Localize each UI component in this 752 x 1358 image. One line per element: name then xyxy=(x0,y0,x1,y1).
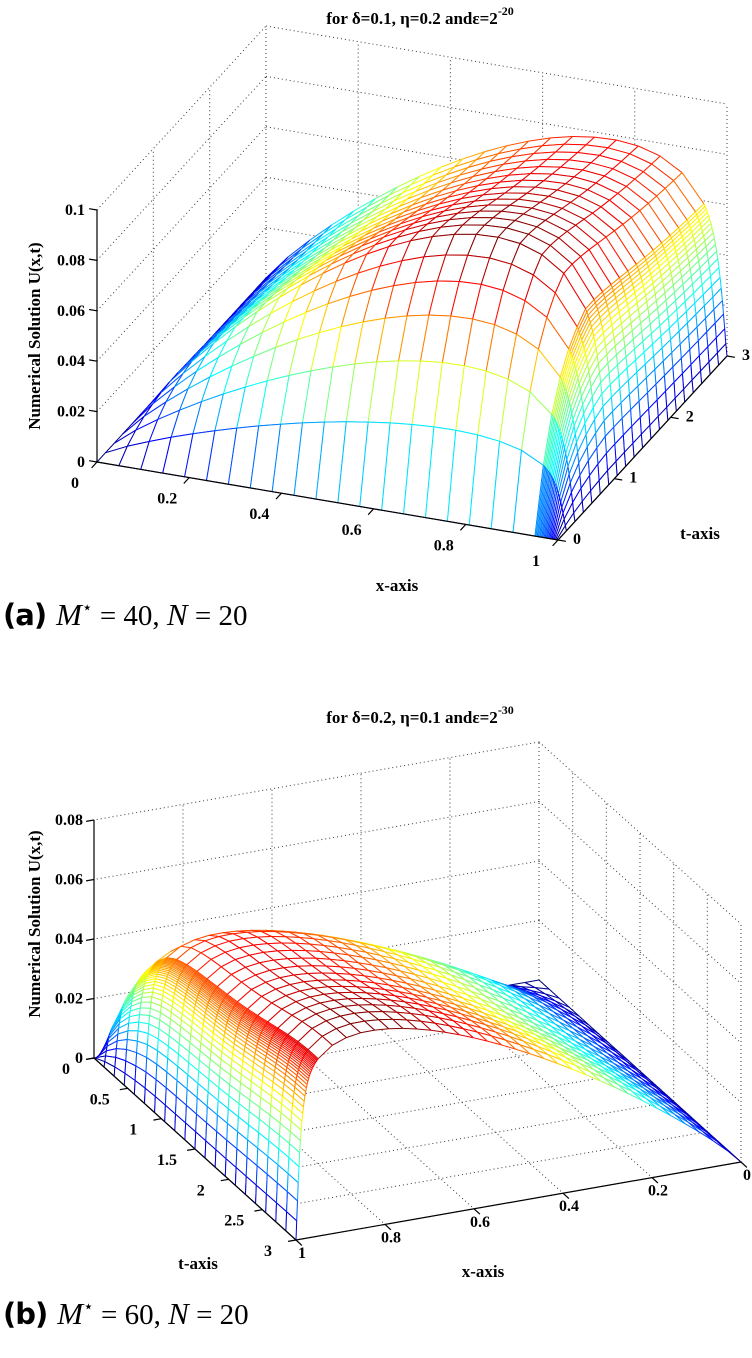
plot-b-t-tick-label: 0 xyxy=(62,1061,70,1078)
caption-b-m-symbol: M xyxy=(57,1296,84,1331)
plot-b-x-tick-label: 0.2 xyxy=(648,1183,668,1200)
caption-b-label: (b) xyxy=(3,1297,48,1331)
caption-a-label: (a) xyxy=(3,598,47,632)
plot-a-title: for δ=0.1, η=0.2 andε=2-20 xyxy=(326,4,514,28)
plot-a-t-tick-label: 1 xyxy=(629,470,637,487)
plot-a-x-tick-label: 0 xyxy=(71,475,79,492)
caption-b-m-value: = 60, xyxy=(93,1299,169,1331)
caption-a-star-icon: ⋆ xyxy=(81,598,93,617)
plot-a-axes: 0 0.2 0.4 0.6 0.8 1 0 1 2 3 0 0.02 0.04 0.06 0.08 0.1 xyxy=(57,202,750,570)
plot-a-z-tick-label: 0.08 xyxy=(57,252,85,269)
plot-b-t-tick-label: 2 xyxy=(197,1182,205,1199)
caption-b-star-icon: ⋆ xyxy=(83,1297,94,1316)
plot-a: 0 0.2 0.4 0.6 0.8 1 0 1 2 3 0 0.02 0.04 0.06 0.08 0.1 x-… xyxy=(25,4,750,595)
plot-b-z-tick-label: 0 xyxy=(75,1050,83,1067)
plot-a-z-axis-label: Numerical Solution U(x,t) xyxy=(25,242,44,429)
plot-b-axes: 0 0.2 0.4 0.6 0.8 1 0 0.5 1 1.5 2 2.5 3 0 0.02 0.04 0.06… xyxy=(55,812,751,1262)
plot-a-t-tick-label: 3 xyxy=(742,347,750,364)
plot-a-x-tick-label: 1 xyxy=(532,553,540,570)
plot-a-t-tick-label: 0 xyxy=(573,531,581,548)
plot-a-z-tick-label: 0.04 xyxy=(57,353,85,370)
plot-a-t-axis-label: t-axis xyxy=(680,524,720,543)
plot-b-t-tick-label: 1.5 xyxy=(157,1152,177,1169)
caption-a-n-symbol: N xyxy=(166,597,188,632)
plot-a-z-tick-label: 0 xyxy=(77,454,85,471)
plot-a-surface-mesh xyxy=(96,136,728,541)
plot-a-x-tick-label: 0.4 xyxy=(249,506,269,523)
plot-b-x-tick-label: 0 xyxy=(743,1167,751,1184)
plot-b-t-tick-label: 2.5 xyxy=(224,1213,244,1230)
plot-a-t-tick-label: 2 xyxy=(686,408,694,425)
plot-b-z-tick-label: 0.04 xyxy=(55,931,83,948)
plot-a-x-tick-label: 0.2 xyxy=(157,491,177,508)
plot-b-t-tick-label: 3 xyxy=(264,1243,272,1260)
plot-b-x-tick-label: 0.6 xyxy=(470,1214,490,1231)
plot-b-z-tick-label: 0.06 xyxy=(55,872,83,889)
plot-a-x-tick-label: 0.6 xyxy=(342,522,362,539)
caption-b: (b) M⋆ = 60, N = 20 xyxy=(3,1296,249,1332)
plot-b-t-tick-label: 1 xyxy=(129,1122,137,1139)
plot-a-z-tick-label: 0.02 xyxy=(57,404,85,421)
plot-a-x-tick-label: 0.8 xyxy=(434,537,454,554)
plot-a-z-tick-label: 0.06 xyxy=(57,303,85,320)
plot-b-z-tick-label: 0.02 xyxy=(55,991,83,1008)
plot-b-t-axis-label: t-axis xyxy=(178,1254,218,1273)
caption-a: (a) M⋆ = 40, N = 20 xyxy=(3,597,247,633)
plot-a-x-axis-label: x-axis xyxy=(376,576,419,595)
caption-a-n-value: = 20 xyxy=(187,600,248,632)
plot-a-z-tick-label: 0.1 xyxy=(65,202,85,219)
plot-b-x-tick-label: 0.8 xyxy=(381,1229,401,1246)
caption-a-m-symbol: M xyxy=(56,597,82,632)
plot-b: 0 0.2 0.4 0.6 0.8 1 0 0.5 1 1.5 2 2.5 3 0 0.02 0.04 0.06… xyxy=(25,703,751,1281)
plot-b-title: for δ=0.2, η=0.1 andε=2-30 xyxy=(326,703,514,727)
plot-b-x-axis-label: x-axis xyxy=(462,1262,505,1281)
plot-b-z-axis-label: Numerical Solution U(x,t) xyxy=(25,830,44,1017)
plot-b-x-tick-label: 1 xyxy=(298,1245,306,1262)
caption-a-m-value: = 40, xyxy=(92,600,167,632)
caption-b-n-symbol: N xyxy=(168,1296,189,1331)
caption-b-n-value: = 20 xyxy=(188,1299,249,1331)
plot-b-t-tick-label: 0.5 xyxy=(90,1091,110,1108)
plot-b-z-tick-label: 0.08 xyxy=(55,812,83,829)
plot-b-surface-mesh xyxy=(93,929,742,1241)
plot-b-x-tick-label: 0.4 xyxy=(559,1198,579,1215)
